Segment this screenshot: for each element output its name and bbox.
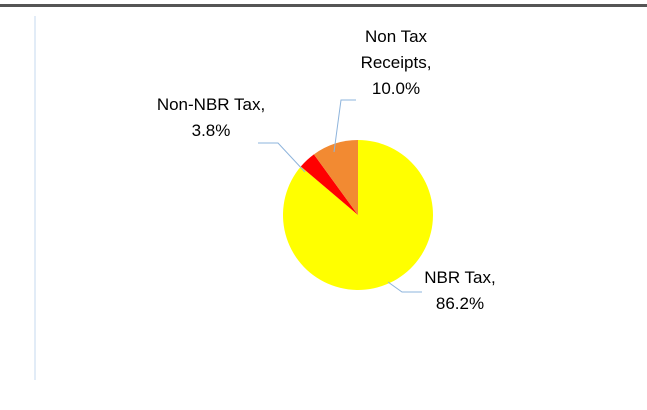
data-label: NBR Tax, 86.2%	[424, 268, 496, 313]
data-label: Non-NBR Tax, 3.8%	[156, 95, 266, 140]
top-border	[0, 4, 647, 7]
data-label: Non Tax Receipts, 10.0%	[360, 27, 432, 98]
leader-line	[387, 281, 422, 293]
pie	[283, 140, 433, 290]
pie-slice	[300, 154, 358, 215]
pie-slice	[313, 140, 358, 215]
leader-line	[258, 142, 306, 173]
leader-line	[333, 99, 356, 153]
